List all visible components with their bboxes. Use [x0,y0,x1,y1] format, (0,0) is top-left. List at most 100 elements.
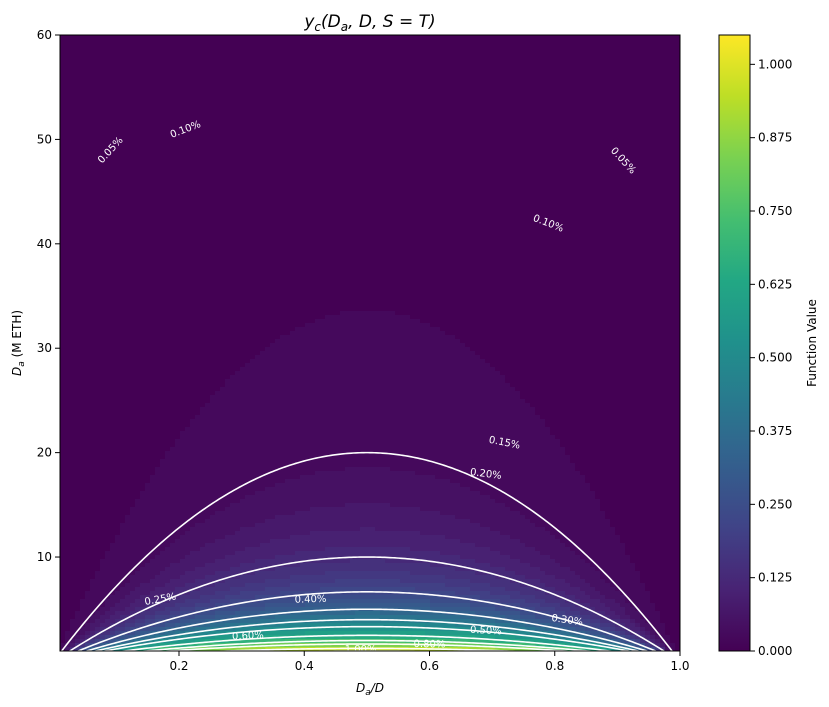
heatmap-cell [625,63,631,68]
heatmap-cell [260,123,266,128]
heatmap-cell [630,103,636,108]
heatmap-cell [600,55,606,60]
heatmap-cell [270,71,276,76]
heatmap-cell [540,51,546,56]
heatmap-cell [325,111,331,116]
heatmap-cell [325,47,331,52]
heatmap-cell [195,159,201,164]
heatmap-cell [225,143,231,148]
heatmap-cell [580,39,586,44]
heatmap-cell [240,139,246,144]
heatmap-cell [415,159,421,164]
heatmap-cell [225,111,231,116]
heatmap-cell [625,155,631,160]
heatmap-cell [275,155,281,160]
heatmap-cell [180,59,186,64]
heatmap-cell [625,179,631,184]
heatmap-cell [210,83,216,88]
heatmap-cell [405,119,411,124]
heatmap-cell [215,91,221,96]
heatmap-cell [230,51,236,56]
heatmap-cell [275,159,281,164]
heatmap-cell [445,119,451,124]
heatmap-cell [275,103,281,108]
heatmap-cell [400,107,406,112]
heatmap-cell [280,103,286,108]
heatmap-cell [620,99,626,104]
heatmap-cell [320,159,326,164]
heatmap-cell [625,127,631,132]
heatmap-cell [75,151,81,156]
heatmap-cell [350,103,356,108]
heatmap-cell [470,123,476,128]
heatmap-cell [385,79,391,84]
heatmap-cell [470,95,476,100]
heatmap-cell [330,191,336,196]
heatmap-cell [210,131,216,136]
heatmap-cell [675,175,680,180]
heatmap-cell [125,167,131,172]
heatmap-cell [325,43,331,48]
heatmap-cell [135,179,141,184]
heatmap-cell [625,47,631,52]
heatmap-cell [185,183,191,188]
heatmap-cell [130,183,136,188]
heatmap-cell [85,163,91,168]
heatmap-cell [110,39,116,44]
heatmap-cell [175,179,181,184]
heatmap-cell [135,135,141,140]
heatmap-cell [545,115,551,120]
heatmap-cell [440,147,446,152]
heatmap-cell [665,147,671,152]
heatmap-cell [415,155,421,160]
heatmap-cell [455,187,461,192]
heatmap-cell [230,71,236,76]
heatmap-cell [395,147,401,152]
heatmap-cell [385,151,391,156]
heatmap-cell [635,71,641,76]
heatmap-cell [480,155,486,160]
heatmap-cell [555,39,561,44]
heatmap-cell [420,111,426,116]
heatmap-cell [90,83,96,88]
heatmap-cell [480,139,486,144]
heatmap-cell [600,67,606,72]
heatmap-cell [100,91,106,96]
heatmap-cell [390,187,396,192]
heatmap-cell [315,171,321,176]
heatmap-cell [385,171,391,176]
heatmap-cell [265,99,271,104]
heatmap-cell [410,67,416,72]
heatmap-cell [475,171,481,176]
heatmap-cell [370,159,376,164]
heatmap-cell [95,167,101,172]
heatmap-cell [630,127,636,132]
heatmap-cell [295,83,301,88]
heatmap-cell [635,155,641,160]
heatmap-cell [540,47,546,52]
heatmap-cell [335,95,341,100]
heatmap-cell [415,167,421,172]
heatmap-cell [435,47,441,52]
heatmap-cell [130,115,136,120]
heatmap-cell [280,59,286,64]
heatmap-cell [385,159,391,164]
heatmap-cell [190,35,196,40]
heatmap-cell [475,127,481,132]
heatmap-cell [535,47,541,52]
heatmap-cell [85,95,91,100]
heatmap-cell [235,127,241,132]
heatmap-cell [205,155,211,160]
heatmap-cell [305,183,311,188]
heatmap-cell [135,191,141,196]
heatmap-cell [180,107,186,112]
heatmap-cell [115,67,121,72]
heatmap-cell [395,91,401,96]
heatmap-cell [460,127,466,132]
heatmap-cell [505,135,511,140]
heatmap-cell [150,195,156,200]
heatmap-cell [550,191,556,196]
heatmap-cell [90,95,96,100]
heatmap-cell [610,71,616,76]
heatmap-cell [500,39,506,44]
